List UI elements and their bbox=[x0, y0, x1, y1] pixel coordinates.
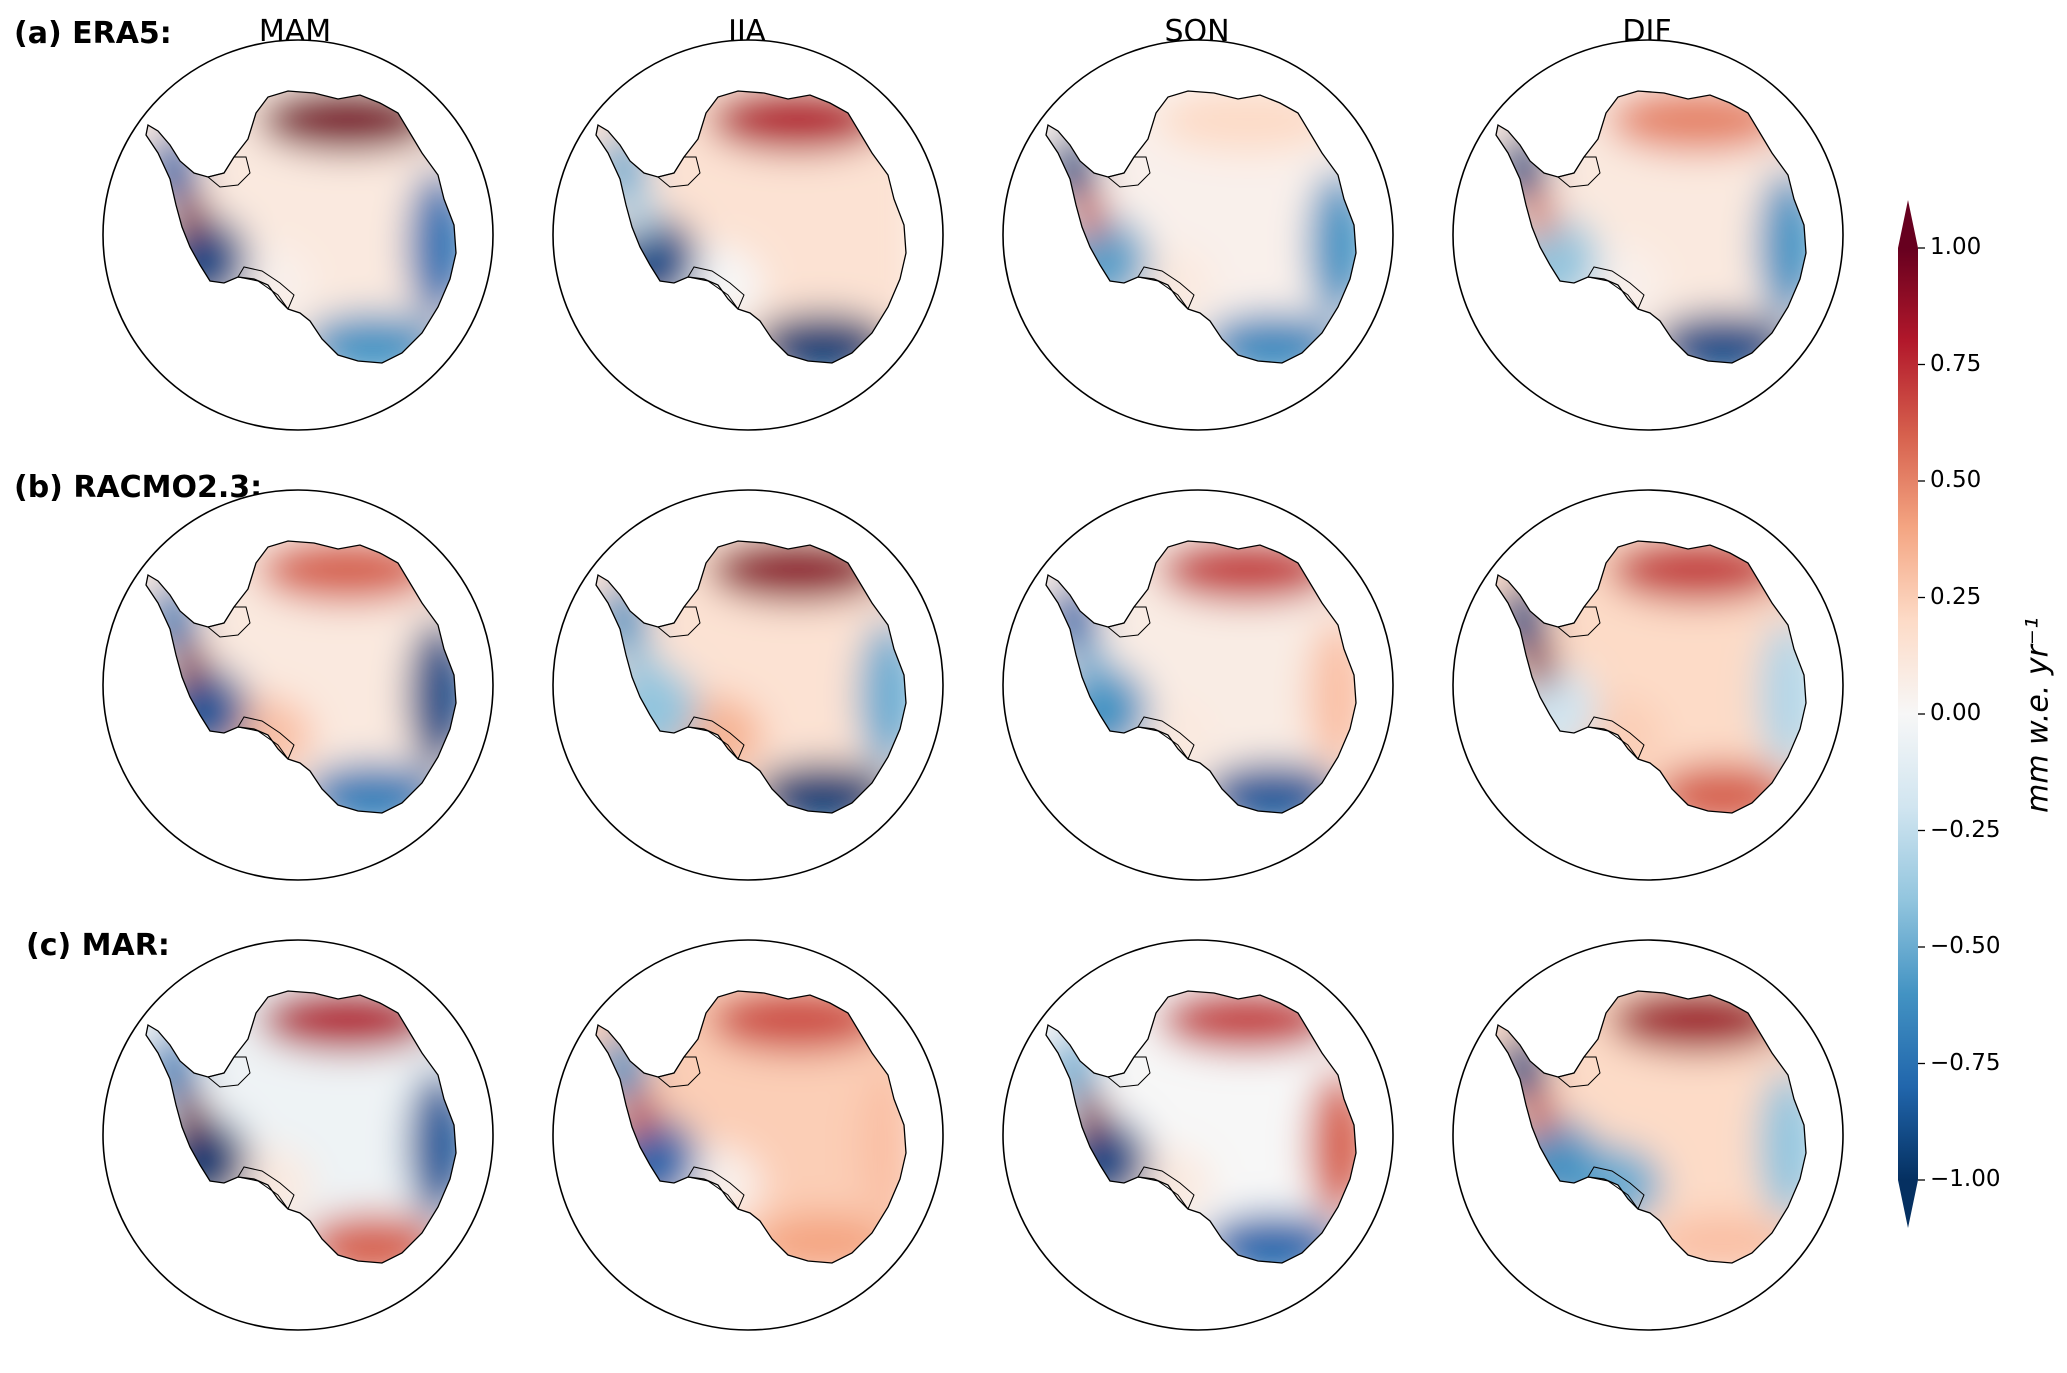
colorbar-extend-max bbox=[1898, 200, 1918, 248]
map-panel-bracmo23-mam bbox=[102, 489, 494, 881]
map-panel-aera5-djf bbox=[1452, 39, 1844, 431]
ice-shelf-outline bbox=[687, 266, 745, 311]
coastline bbox=[595, 90, 907, 364]
map-panel-cmar-son bbox=[1002, 939, 1394, 1331]
colorbar-tick-label: 1.00 bbox=[1930, 234, 1982, 260]
colorbar-extend-min bbox=[1898, 1180, 1918, 1228]
colorbar-tick-label: 0.00 bbox=[1930, 700, 1982, 726]
coastline bbox=[1495, 540, 1807, 814]
ice-shelf-outline bbox=[1137, 266, 1195, 311]
ice-shelf-outline bbox=[237, 266, 295, 311]
colorbar-tick-label: −0.25 bbox=[1930, 816, 2001, 843]
row-label-mar: (c) MAR: bbox=[26, 928, 170, 963]
ice-shelf-outline bbox=[687, 716, 745, 761]
colorbar bbox=[1898, 200, 1925, 1228]
row-label-era5: (a) ERA5: bbox=[14, 16, 172, 51]
coastline bbox=[1045, 90, 1357, 364]
ice-shelf-outline bbox=[1587, 1166, 1645, 1211]
colorbar-tick-label: −1.00 bbox=[1930, 1166, 2001, 1192]
map-panel-bracmo23-son bbox=[1002, 489, 1394, 881]
map-panels bbox=[102, 39, 1844, 1331]
map-panel-cmar-jja bbox=[552, 939, 944, 1331]
colorbar-tick-label: −0.75 bbox=[1930, 1049, 2001, 1076]
colorbar-tick-label: 0.50 bbox=[1930, 467, 1982, 493]
colorbar-gradient bbox=[1898, 248, 1918, 1180]
coastline bbox=[145, 540, 457, 814]
coastline bbox=[595, 540, 907, 814]
ice-shelf-outline bbox=[237, 716, 295, 761]
colorbar-label: mm w.e. yr⁻¹ bbox=[2020, 617, 2056, 813]
row-label-racmo: (b) RACMO2.3: bbox=[14, 470, 263, 505]
map-panel-aera5-son bbox=[1002, 39, 1394, 431]
coastline bbox=[1045, 540, 1357, 814]
ice-shelf-outline bbox=[237, 1166, 295, 1211]
colorbar-tick-label: 0.25 bbox=[1930, 583, 1982, 610]
colorbar-tick-label: 0.75 bbox=[1930, 350, 1982, 377]
coastline bbox=[145, 90, 457, 364]
coastline bbox=[1495, 990, 1807, 1264]
coastline bbox=[595, 990, 907, 1264]
ice-shelf-outline bbox=[687, 1166, 745, 1211]
ice-shelf-outline bbox=[1137, 716, 1195, 761]
map-panel-aera5-jja bbox=[552, 39, 944, 431]
map-panel-cmar-djf bbox=[1452, 939, 1844, 1331]
ice-shelf-outline bbox=[1137, 1166, 1195, 1211]
coastline bbox=[1495, 90, 1807, 364]
map-panel-aera5-mam bbox=[102, 39, 494, 431]
map-panel-bracmo23-djf bbox=[1452, 489, 1844, 881]
map-panel-cmar-mam bbox=[102, 939, 494, 1331]
coastline bbox=[1045, 990, 1357, 1264]
map-panel-bracmo23-jja bbox=[552, 489, 944, 881]
ice-shelf-outline bbox=[1587, 266, 1645, 311]
colorbar-tick-label: −0.50 bbox=[1930, 933, 2001, 959]
coastline bbox=[145, 990, 457, 1264]
ice-shelf-outline bbox=[1587, 716, 1645, 761]
